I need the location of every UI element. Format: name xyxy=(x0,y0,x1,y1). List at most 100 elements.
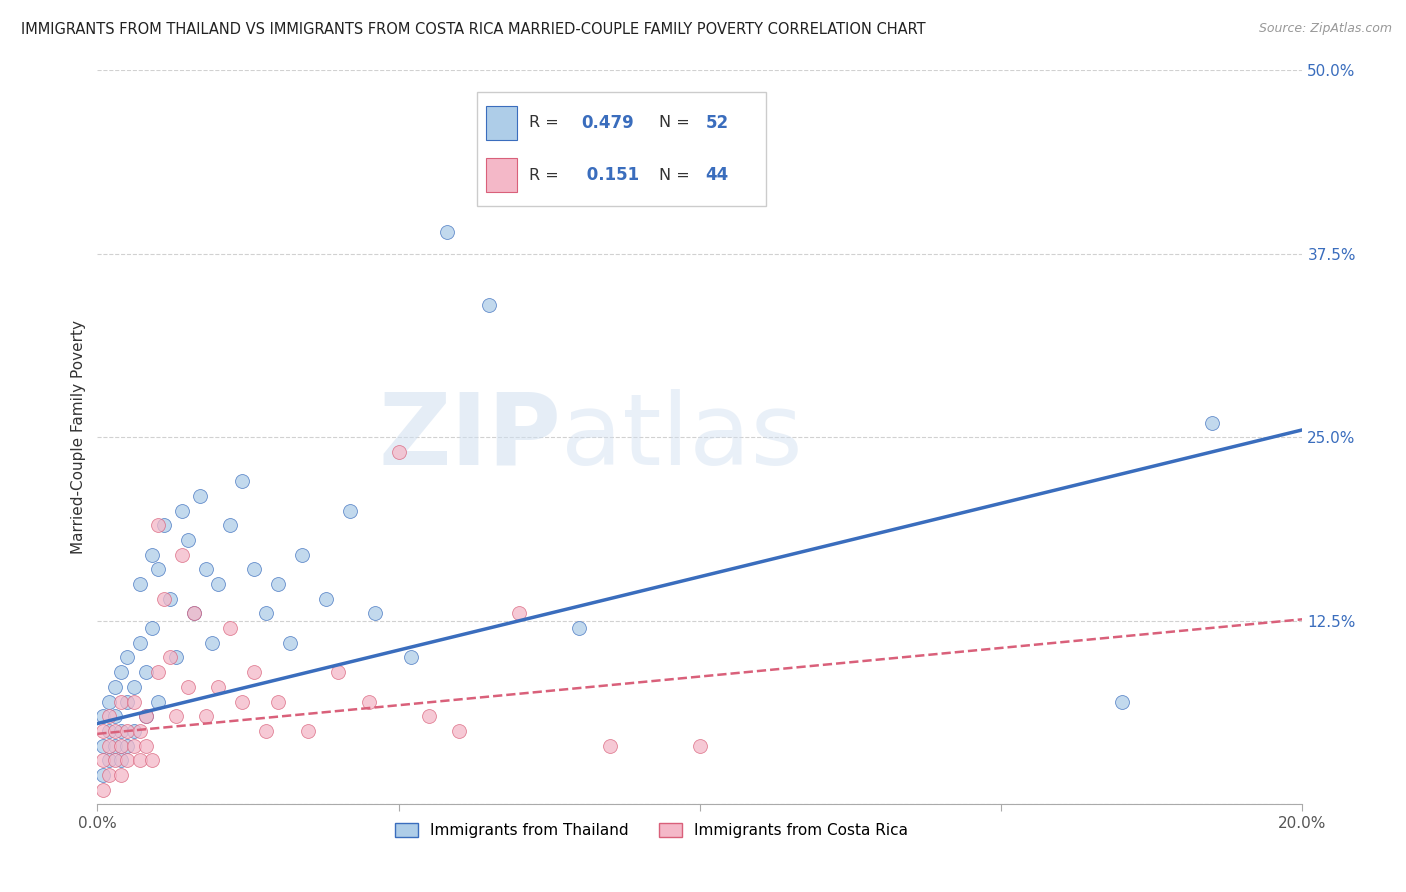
Point xyxy=(104,753,127,767)
Point xyxy=(254,607,277,621)
Point xyxy=(165,650,187,665)
Point xyxy=(170,503,193,517)
Point xyxy=(122,694,145,708)
Point xyxy=(357,694,380,708)
Point xyxy=(219,518,242,533)
Point xyxy=(243,665,266,680)
Point xyxy=(135,709,157,723)
Point xyxy=(1201,416,1223,430)
Point xyxy=(117,694,139,708)
Point xyxy=(243,562,266,576)
Point xyxy=(689,151,711,165)
Point xyxy=(128,636,150,650)
Point xyxy=(117,723,139,738)
Point xyxy=(328,665,350,680)
Point xyxy=(231,694,253,708)
Point xyxy=(135,709,157,723)
Point xyxy=(110,665,132,680)
Point xyxy=(231,475,253,489)
Point xyxy=(98,723,121,738)
Point xyxy=(399,650,422,665)
Point xyxy=(267,577,290,591)
Point xyxy=(418,709,440,723)
Point xyxy=(152,591,174,606)
Point xyxy=(110,739,132,753)
Point xyxy=(339,503,361,517)
Point xyxy=(117,753,139,767)
Point xyxy=(98,768,121,782)
Point xyxy=(146,518,169,533)
Point xyxy=(1111,694,1133,708)
Point xyxy=(110,694,132,708)
Point xyxy=(568,621,591,635)
Point xyxy=(135,665,157,680)
Point xyxy=(141,753,163,767)
Point xyxy=(599,739,621,753)
Point xyxy=(93,739,115,753)
Point xyxy=(110,723,132,738)
Point xyxy=(278,636,301,650)
Point xyxy=(104,739,127,753)
Point xyxy=(508,607,530,621)
Point xyxy=(165,709,187,723)
Point xyxy=(122,680,145,694)
Point xyxy=(170,548,193,562)
Point xyxy=(194,562,217,576)
Point xyxy=(207,577,229,591)
Point xyxy=(98,739,121,753)
Point xyxy=(159,650,181,665)
Y-axis label: Married-Couple Family Poverty: Married-Couple Family Poverty xyxy=(72,320,86,554)
Point xyxy=(267,694,290,708)
Point xyxy=(98,709,121,723)
Point xyxy=(146,562,169,576)
Point xyxy=(98,694,121,708)
Point xyxy=(159,591,181,606)
Point xyxy=(128,577,150,591)
Text: ZIP: ZIP xyxy=(378,389,561,485)
Point xyxy=(117,650,139,665)
Text: Source: ZipAtlas.com: Source: ZipAtlas.com xyxy=(1258,22,1392,36)
Text: atlas: atlas xyxy=(561,389,803,485)
Point xyxy=(183,607,205,621)
Point xyxy=(110,768,132,782)
Point xyxy=(291,548,314,562)
Point xyxy=(447,723,470,738)
Point xyxy=(436,225,458,239)
Point xyxy=(363,607,385,621)
Point xyxy=(98,753,121,767)
Point xyxy=(689,739,711,753)
Point xyxy=(135,739,157,753)
Point xyxy=(128,723,150,738)
Point xyxy=(183,607,205,621)
Point xyxy=(146,665,169,680)
Point xyxy=(122,723,145,738)
Legend: Immigrants from Thailand, Immigrants from Costa Rica: Immigrants from Thailand, Immigrants fro… xyxy=(389,817,914,845)
Point xyxy=(152,518,174,533)
Point xyxy=(141,621,163,635)
Point xyxy=(207,680,229,694)
Point xyxy=(219,621,242,635)
Point xyxy=(194,709,217,723)
Point xyxy=(93,753,115,767)
Point xyxy=(201,636,224,650)
Text: IMMIGRANTS FROM THAILAND VS IMMIGRANTS FROM COSTA RICA MARRIED-COUPLE FAMILY POV: IMMIGRANTS FROM THAILAND VS IMMIGRANTS F… xyxy=(21,22,925,37)
Point xyxy=(177,680,200,694)
Point xyxy=(93,768,115,782)
Point xyxy=(188,489,211,503)
Point xyxy=(93,782,115,797)
Point xyxy=(104,709,127,723)
Point xyxy=(254,723,277,738)
Point xyxy=(93,709,115,723)
Point xyxy=(117,739,139,753)
Point xyxy=(128,753,150,767)
Point xyxy=(388,445,411,459)
Point xyxy=(146,694,169,708)
Point xyxy=(141,548,163,562)
Point xyxy=(93,723,115,738)
Point xyxy=(478,298,501,312)
Point xyxy=(177,533,200,547)
Point xyxy=(122,739,145,753)
Point xyxy=(297,723,319,738)
Point xyxy=(315,591,337,606)
Point xyxy=(104,723,127,738)
